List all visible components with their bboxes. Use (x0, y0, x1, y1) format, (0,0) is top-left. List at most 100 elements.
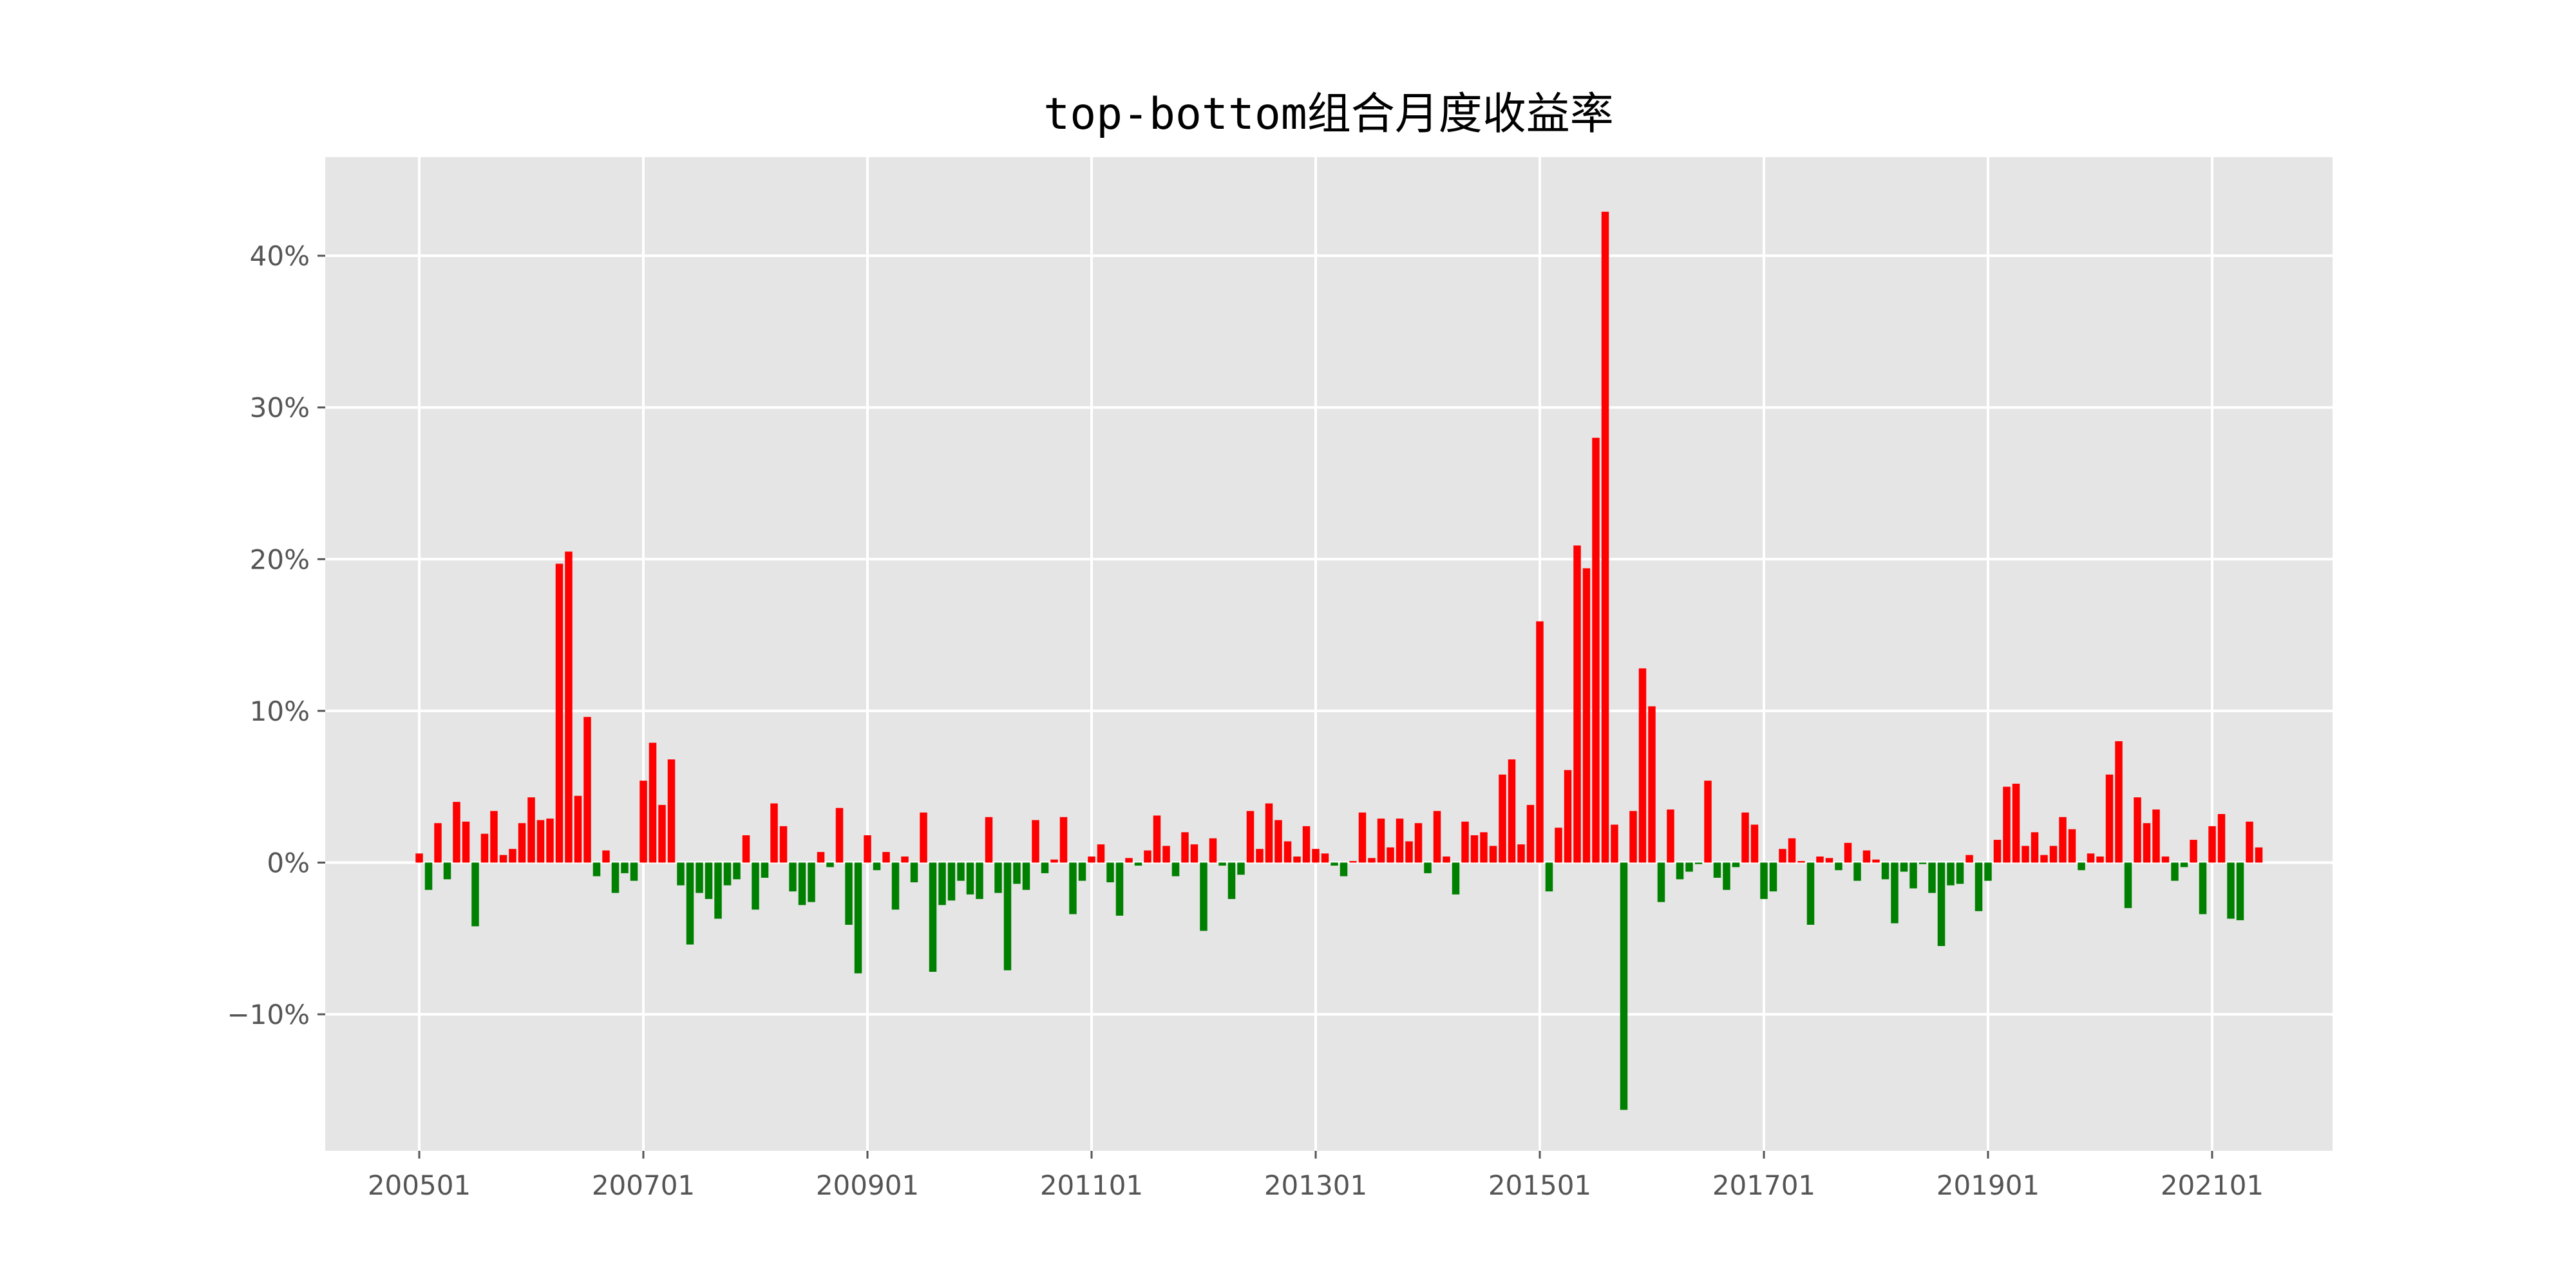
bar (1433, 811, 1441, 863)
bar (1050, 859, 1058, 863)
bar (1601, 211, 1609, 863)
bar (854, 862, 862, 974)
bar (667, 759, 676, 863)
bar (705, 862, 713, 899)
bar (1956, 862, 1964, 884)
bar (1862, 850, 1871, 863)
bar (1340, 862, 1348, 876)
bar (1283, 841, 1292, 863)
bar (1331, 862, 1338, 866)
bar (1965, 855, 1973, 863)
bar (509, 849, 516, 863)
bar (1526, 804, 1535, 863)
bar (2227, 862, 2235, 919)
bar (1779, 849, 1786, 863)
bar (658, 804, 666, 863)
bar (2180, 862, 2188, 867)
bar (518, 823, 526, 863)
bar (938, 862, 946, 905)
bar (527, 797, 535, 863)
bar (536, 820, 545, 863)
bar (677, 862, 685, 886)
bar (1797, 861, 1805, 863)
bar (1134, 862, 1142, 866)
bar (1461, 821, 1469, 863)
plot-area (325, 157, 2333, 1151)
bar (1685, 862, 1693, 872)
bar (1059, 817, 1068, 863)
bar (1582, 568, 1591, 863)
bars (415, 211, 2263, 1110)
bar (1853, 862, 1861, 881)
bar (1424, 862, 1432, 873)
bar (546, 819, 554, 863)
bar (1620, 862, 1628, 1110)
bar (2040, 855, 2048, 863)
bar (2031, 832, 2039, 863)
bar (2255, 847, 2263, 863)
bar (1209, 838, 1217, 863)
bar (2199, 862, 2207, 914)
bar (1349, 861, 1357, 863)
bar (1312, 849, 1320, 863)
bar (1844, 842, 1852, 863)
bar (1704, 781, 1712, 863)
bar (761, 862, 769, 878)
bar (2236, 862, 2244, 920)
bar (2152, 809, 2160, 863)
x-tick-label: 201701 (1712, 1170, 1815, 1201)
bar (2115, 741, 2123, 863)
bar (1078, 862, 1086, 881)
bar (583, 717, 591, 863)
bar (1900, 862, 1908, 872)
bar (555, 564, 564, 863)
bar (1041, 862, 1049, 873)
bar (957, 862, 965, 881)
bar (2068, 829, 2076, 863)
bar (1265, 803, 1273, 863)
bar (1676, 862, 1684, 880)
bar (1452, 862, 1460, 895)
bar (2171, 862, 2179, 881)
bar (1302, 826, 1311, 863)
bar (1414, 823, 1423, 863)
bar (891, 862, 900, 910)
bar (2049, 846, 2058, 863)
bar (882, 851, 890, 863)
bar (779, 826, 788, 863)
bar (1555, 828, 1562, 863)
bar (1237, 862, 1245, 875)
bar (1648, 706, 1656, 863)
bar (2134, 797, 2141, 863)
bar (1536, 621, 1544, 863)
x-tick-label: 200501 (368, 1170, 471, 1201)
bar (1769, 862, 1777, 892)
bar (2246, 821, 2253, 863)
bar (1835, 862, 1842, 871)
bar (1508, 759, 1516, 863)
bar (1713, 862, 1721, 878)
bar (2217, 814, 2226, 863)
bar (1470, 835, 1479, 863)
bar (2087, 853, 2095, 863)
bar (1928, 862, 1936, 893)
bar (2161, 856, 2170, 863)
bar (873, 862, 881, 871)
bar (2012, 783, 2020, 863)
bar (2003, 786, 2011, 863)
bar (1227, 862, 1236, 899)
bar (1984, 862, 1992, 881)
bar (639, 781, 647, 863)
bar (1545, 862, 1553, 892)
bar (434, 823, 442, 863)
bar (1321, 853, 1329, 863)
bar (1975, 862, 1983, 911)
bar (1144, 850, 1151, 863)
bar (1918, 862, 1927, 864)
x-tick-label: 201101 (1040, 1170, 1143, 1201)
bar (1872, 859, 1880, 863)
bar (1825, 858, 1833, 863)
bar (1564, 770, 1572, 863)
bar (929, 862, 937, 972)
bar (770, 803, 778, 863)
